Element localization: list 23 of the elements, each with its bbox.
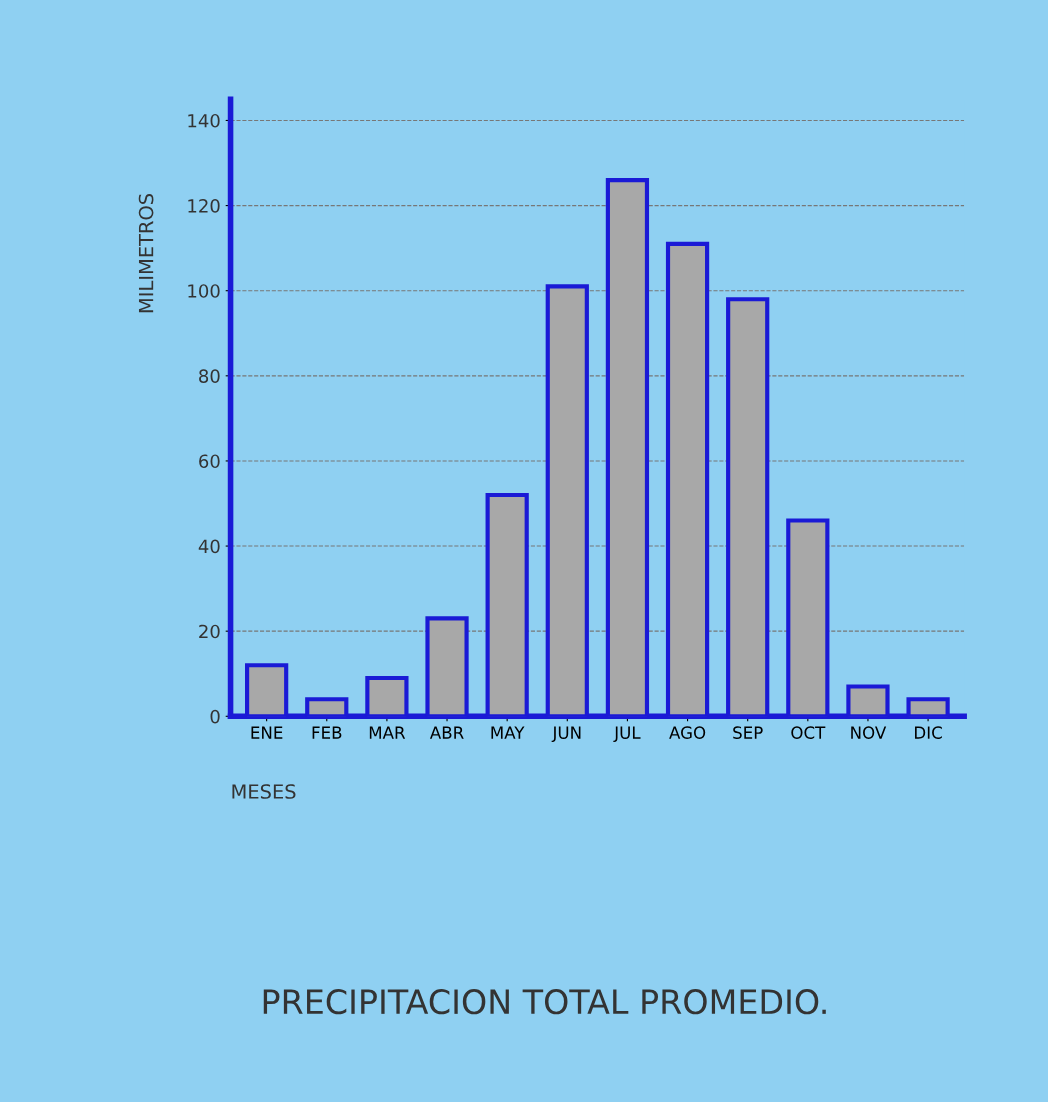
x-tick-label: JUN (551, 726, 581, 743)
x-tick-label: MAY (491, 726, 525, 739)
y-axis-title: MILIMETROS (138, 193, 154, 313)
x-axis-title: MESES (232, 784, 296, 799)
y-tick-label: 80 (199, 369, 220, 383)
y-tick-label: 40 (198, 539, 220, 554)
x-tick-label: ENE (251, 726, 283, 739)
x-tick-label: JUL (613, 726, 641, 743)
x-tick-label: FEB (312, 726, 342, 739)
y-tick-label: 100 (188, 284, 220, 298)
y-tick-label: 60 (199, 454, 220, 469)
y-tick-label: 0 (210, 709, 220, 724)
y-tick-label: 20 (199, 624, 220, 639)
x-tick-label: NOV (851, 726, 887, 739)
x-tick-label: SEP (733, 726, 763, 739)
x-tick-label: AGO (669, 726, 706, 739)
x-tick-label: DIC (915, 726, 942, 739)
x-tick-label: ABR (429, 726, 464, 739)
x-tick-label: MAR (369, 726, 406, 739)
y-tick-label: 120 (188, 199, 220, 213)
text: PRECIPITACION TOTAL PROMEDIO. (263, 989, 826, 1015)
x-tick-label: OCT (791, 726, 826, 739)
y-tick-label: 140 (188, 113, 220, 128)
